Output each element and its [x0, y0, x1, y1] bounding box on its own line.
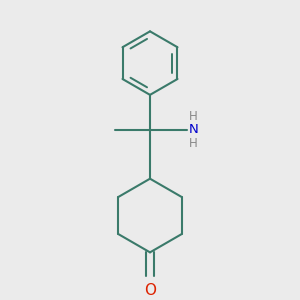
- Text: O: O: [144, 283, 156, 298]
- Text: H: H: [189, 137, 198, 150]
- Text: H: H: [189, 110, 198, 123]
- Text: N: N: [189, 123, 199, 136]
